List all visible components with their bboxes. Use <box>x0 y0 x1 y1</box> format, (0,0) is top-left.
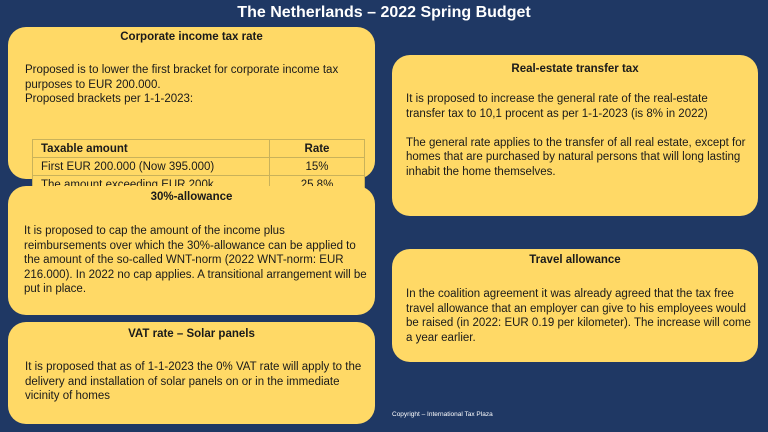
corporate-income-tax-heading: Corporate income tax rate <box>120 31 263 43</box>
table-row: First EUR 200.000 (Now 395.000) 15% <box>32 157 365 176</box>
allowance-30-text: It is proposed to cap the amount of the … <box>24 225 367 295</box>
vat-solar-text: It is proposed that as of 1-1-2023 the 0… <box>25 361 362 402</box>
allowance-30-box: 30%-allowance It is proposed to cap the … <box>8 186 375 315</box>
table-header-rate: Rate <box>269 139 365 158</box>
real-estate-transfer-tax-heading: Real-estate transfer tax <box>511 63 639 75</box>
allowance-30-heading: 30%-allowance <box>150 191 233 203</box>
real-estate-transfer-tax-box: Real-estate transfer tax It is proposed … <box>392 55 758 216</box>
vat-solar-box: VAT rate – Solar panels It is proposed t… <box>8 322 375 424</box>
corporate-income-tax-box: Corporate income tax rate Proposed is to… <box>8 27 375 194</box>
copyright-notice: Copyright – International Tax Plaza <box>392 411 493 418</box>
table-header-taxable-amount: Taxable amount <box>32 139 270 158</box>
real-estate-transfer-tax-text: It is proposed to increase the general r… <box>406 93 746 178</box>
page-title: The Netherlands – 2022 Spring Budget <box>237 4 531 21</box>
table-cell-rate: 15% <box>269 157 365 176</box>
travel-allowance-text: In the coalition agreement it was alread… <box>406 288 751 344</box>
table-header-row: Taxable amount Rate <box>32 139 365 158</box>
vat-solar-heading: VAT rate – Solar panels <box>128 328 255 340</box>
travel-allowance-box: Travel allowance In the coalition agreem… <box>392 249 758 362</box>
corporate-income-tax-text: Proposed is to lower the first bracket f… <box>25 64 339 105</box>
travel-allowance-heading: Travel allowance <box>529 254 621 266</box>
table-cell-amount: First EUR 200.000 (Now 395.000) <box>32 157 270 176</box>
